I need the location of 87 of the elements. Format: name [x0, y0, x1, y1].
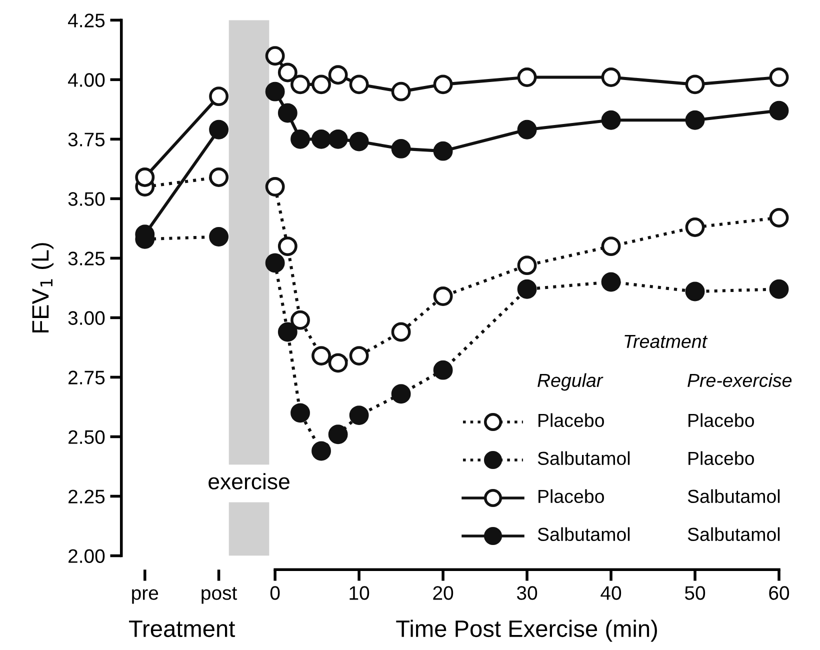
x-tick-label: 0: [270, 586, 280, 600]
annotation: Salbutamol: [688, 527, 780, 542]
point: [391, 138, 411, 158]
y-tick-label: 2.00: [68, 549, 105, 563]
point: [209, 86, 229, 106]
point: [433, 360, 453, 380]
point: [265, 46, 285, 66]
point: [328, 424, 348, 444]
point: [265, 177, 285, 197]
annotation: Placebo: [688, 451, 754, 466]
legend-label: Placebo: [538, 489, 604, 504]
point: [209, 120, 229, 140]
point: [312, 441, 331, 461]
x-tick-label: 10: [350, 586, 370, 600]
point: [328, 353, 348, 373]
point: [769, 279, 789, 299]
point: [209, 168, 229, 187]
point: [601, 236, 621, 256]
point: [433, 74, 453, 94]
point: [265, 82, 285, 102]
x-tick-label: pre: [132, 589, 158, 604]
point: [278, 103, 298, 123]
x-tick-label: 40: [600, 586, 622, 600]
point: [312, 129, 331, 149]
legend-title: Treatment: [624, 334, 708, 348]
point: [601, 110, 621, 130]
y-tick-label: 2.25: [68, 490, 105, 504]
point: [517, 279, 537, 299]
point: [265, 253, 285, 273]
legend-label: Salbutamol: [538, 451, 630, 466]
point: [209, 227, 229, 246]
point: [433, 141, 453, 161]
point: [328, 65, 348, 85]
point: [278, 62, 298, 82]
point: [601, 272, 621, 292]
point: [290, 129, 310, 149]
point: [290, 310, 310, 330]
point: [135, 168, 155, 187]
annotation: Pre-exercise: [688, 373, 792, 388]
point: [769, 68, 789, 88]
point: [328, 129, 348, 149]
y-tick-label: 2.50: [68, 430, 105, 444]
point: [290, 403, 310, 423]
point: [349, 346, 369, 366]
x-tick-label: 30: [516, 586, 538, 600]
y-axis-title: FEV$_{1}$ (L): [31, 243, 54, 332]
point: [517, 68, 537, 88]
point: [349, 406, 369, 426]
point: [769, 100, 789, 120]
point: [685, 110, 705, 130]
point: [685, 74, 705, 94]
annotation: Regular: [538, 373, 604, 391]
x-tick-label: 60: [769, 586, 790, 600]
band-label: exercise: [208, 473, 290, 490]
point: [391, 384, 411, 404]
legend-label: Placebo: [538, 413, 604, 428]
point: [517, 120, 537, 140]
point: [278, 322, 298, 342]
point: [769, 208, 789, 228]
point: [349, 132, 369, 152]
x-tick-label: post: [202, 587, 238, 604]
y-tick-label: 3.00: [68, 311, 105, 325]
point: [391, 322, 411, 342]
point: [433, 286, 453, 306]
x-tick-label: 20: [433, 586, 454, 600]
point: [278, 236, 298, 256]
x-tick-label: 50: [684, 586, 706, 600]
x-axis-title: Time Post Exercise (min): [396, 620, 657, 642]
y-tick-label: 4.00: [68, 73, 105, 87]
point: [290, 74, 310, 94]
y-tick-label: 4.25: [68, 14, 105, 28]
annotation: Placebo: [688, 413, 754, 428]
text: Treatment: [129, 620, 236, 638]
point: [517, 256, 537, 276]
legend-label: Salbutamol: [538, 527, 630, 542]
point: [312, 74, 331, 94]
point: [685, 218, 705, 237]
y-tick-label: 3.25: [68, 252, 105, 266]
point: [349, 74, 369, 94]
point: [685, 282, 705, 302]
point: [391, 82, 411, 102]
y-tick-label: 3.75: [68, 132, 105, 146]
y-tick-label: 3.50: [68, 192, 105, 206]
annotation: Salbutamol: [688, 489, 780, 504]
point: [312, 346, 331, 366]
point: [601, 68, 621, 88]
y-tick-label: 2.75: [68, 370, 105, 384]
